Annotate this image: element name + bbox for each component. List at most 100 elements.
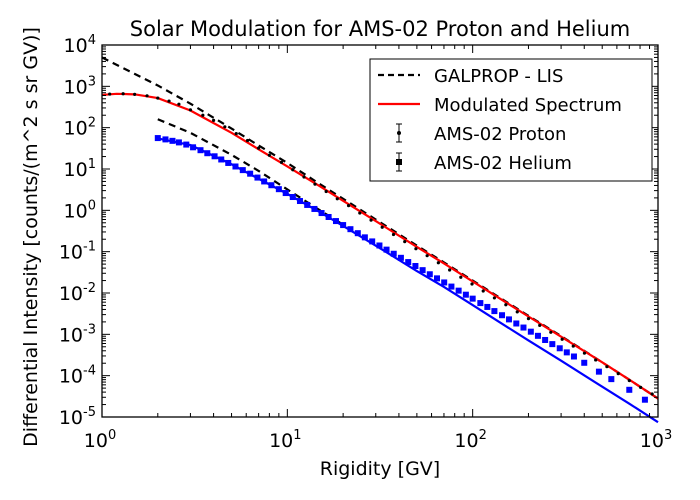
- helium-point: [247, 170, 254, 177]
- proton-point: [448, 268, 452, 272]
- proton-point: [245, 138, 250, 143]
- legend-label: AMS-02 Helium: [434, 153, 572, 174]
- proton-point: [650, 392, 654, 396]
- helium-point: [581, 359, 588, 366]
- proton-point: [504, 303, 508, 307]
- helium-point: [282, 190, 289, 197]
- helium-point: [505, 316, 512, 323]
- proton-point: [436, 261, 440, 265]
- helium-point: [340, 222, 347, 229]
- helium-point: [595, 368, 602, 375]
- proton-point: [605, 365, 609, 369]
- proton-point: [627, 378, 631, 383]
- proton-point: [403, 240, 407, 244]
- proton-point: [549, 330, 553, 334]
- helium-point: [412, 263, 419, 270]
- proton-point: [538, 323, 542, 327]
- proton-point: [571, 344, 575, 348]
- plot-frame: [101, 44, 659, 418]
- helium-point: [641, 396, 648, 403]
- legend-label: Modulated Spectrum: [434, 95, 622, 116]
- proton-point: [481, 289, 485, 293]
- helium-point: [376, 242, 383, 249]
- proton-point: [582, 351, 587, 355]
- y-tick-label: 104: [64, 33, 96, 57]
- x-tick-label: 103: [640, 428, 672, 452]
- helium-point: [626, 386, 633, 393]
- helium-point: [190, 144, 197, 151]
- helium-point: [556, 345, 563, 352]
- proton-point: [223, 125, 227, 129]
- y-tick-label: 10-2: [59, 281, 96, 305]
- helium-point: [175, 139, 182, 146]
- helium-point: [534, 332, 541, 339]
- helium-point: [383, 246, 390, 253]
- proton-point: [639, 385, 643, 390]
- proton-point: [302, 175, 306, 179]
- helium-point: [455, 287, 462, 294]
- proton-point: [369, 218, 373, 222]
- plot-area: [101, 56, 659, 424]
- proton-point: [616, 372, 620, 376]
- proton-point: [594, 358, 598, 362]
- helium-point: [311, 205, 318, 212]
- helium-point: [499, 312, 506, 319]
- y-tick-label: 10-1: [59, 240, 96, 264]
- proton-point: [177, 102, 181, 106]
- chart-title: Solar Modulation for AMS-02 Proton and H…: [130, 17, 630, 41]
- helium-point: [484, 303, 491, 310]
- proton-point: [188, 108, 193, 112]
- proton-point: [515, 310, 519, 314]
- legend: GALPROP - LIS Modulated Spectrum AMS-02 Pr…: [369, 58, 653, 182]
- proton-point: [492, 296, 497, 300]
- helium-point: [390, 250, 397, 257]
- proton-point: [313, 182, 317, 186]
- proton-point: [279, 160, 284, 164]
- proton-point: [425, 254, 429, 258]
- proton-point: [257, 146, 261, 150]
- helium-point: [254, 174, 261, 181]
- helium-point: [477, 300, 484, 307]
- proton-point: [459, 275, 463, 279]
- helium-point: [197, 147, 204, 154]
- helium-point: [520, 324, 527, 331]
- helium-point: [608, 376, 615, 383]
- y-tick-label: 100: [64, 198, 96, 222]
- helium-point: [162, 136, 169, 143]
- helium-point: [239, 167, 246, 174]
- proton-point: [167, 99, 171, 103]
- helium-point: [183, 141, 190, 148]
- proton-point: [414, 247, 418, 251]
- helium-point: [563, 349, 570, 356]
- proton-point: [324, 189, 328, 194]
- helium-point: [462, 291, 469, 298]
- helium-point: [542, 336, 549, 343]
- y-tick-label: 10-3: [59, 322, 96, 346]
- helium-point: [325, 213, 332, 220]
- helium-point: [354, 230, 361, 237]
- proton-point: [291, 168, 295, 172]
- legend-square-marker: [396, 159, 402, 165]
- y-tick-label: 102: [64, 116, 96, 140]
- helium-point: [211, 153, 218, 160]
- helium-point: [268, 182, 275, 189]
- helium-point: [232, 163, 239, 170]
- y-axis-ticks: 10-5 10-4 10-3 10-2 10-1 100 101 102 103 104: [59, 33, 658, 429]
- helium-point: [275, 186, 282, 193]
- helium-point: [296, 198, 303, 205]
- proton-point: [560, 337, 564, 341]
- proton-point: [380, 225, 384, 229]
- helium-point: [426, 271, 433, 278]
- helium-point: [332, 218, 339, 225]
- proton-point: [335, 197, 339, 201]
- proton-point: [470, 282, 474, 286]
- helium-point: [225, 159, 232, 166]
- helium-point: [204, 150, 211, 157]
- proton-point: [145, 94, 149, 98]
- helium-point: [369, 238, 376, 245]
- helium-point: [261, 178, 268, 185]
- helium-point: [527, 328, 534, 335]
- helium-point: [433, 275, 440, 282]
- proton-point: [391, 232, 396, 237]
- helium-point: [549, 341, 556, 348]
